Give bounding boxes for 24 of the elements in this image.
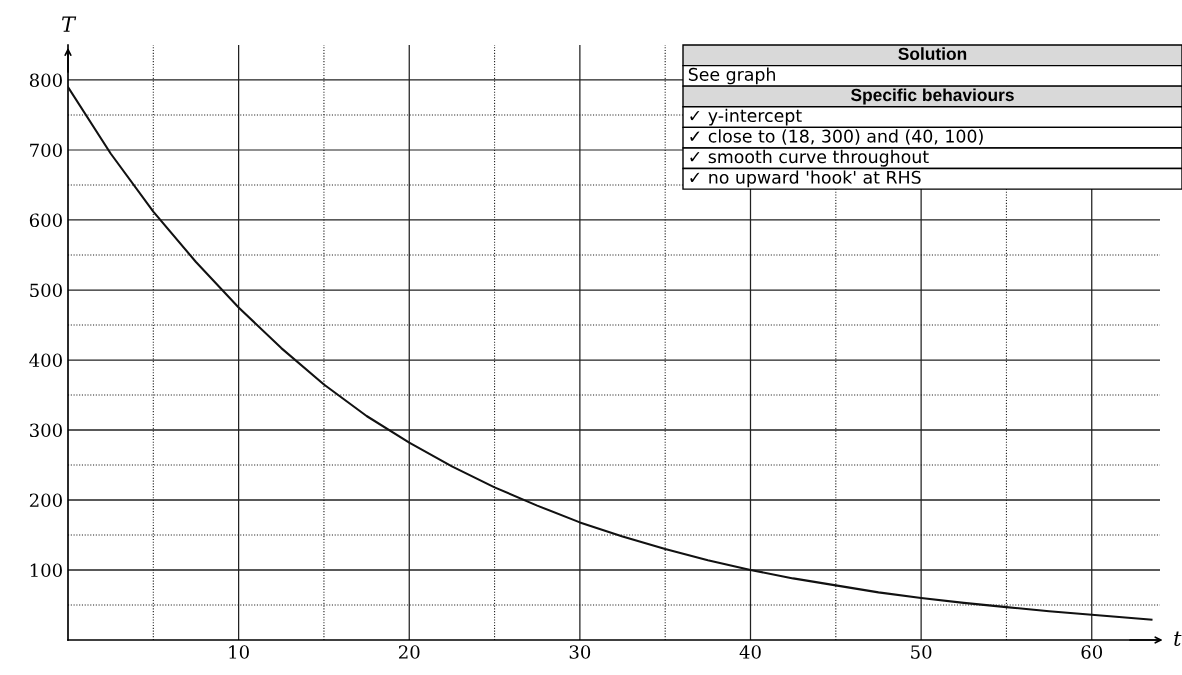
x-tick-label: 60: [1081, 645, 1103, 659]
y-tick-label: 300: [30, 423, 62, 438]
x-tick-label: 30: [569, 645, 591, 659]
y-tick-label: 700: [30, 143, 62, 158]
annotation: Specific behaviours: [850, 88, 1014, 105]
y-tick-label: 800: [29, 73, 62, 88]
annotation: ✓ no upward 'hook' at RHS: [690, 170, 921, 188]
y-tick-label: 100: [30, 563, 62, 578]
annotation: ✓ smooth curve throughout: [690, 149, 929, 167]
x-tick-label: 20: [398, 645, 420, 659]
y-tick-label: 500: [30, 283, 62, 298]
line-series: [68, 85, 1153, 621]
y-tick-label: 200: [29, 493, 62, 508]
x-tick-label: 40: [739, 645, 761, 659]
annotation: ✓ y-intercept: [690, 108, 802, 126]
annotation: See graph: [688, 67, 775, 85]
x-tick-label: 50: [911, 645, 932, 659]
annotation: ✓ close to (18, 300) and (40, 100): [690, 129, 983, 145]
y-axis-title: T: [62, 16, 77, 32]
y-tick-label: 600: [29, 213, 62, 228]
x-axis-title: t: [1174, 631, 1182, 647]
x-tick-label: 10: [229, 645, 249, 659]
y-tick-label: 400: [29, 353, 62, 368]
annotation: Solution: [898, 47, 967, 60]
